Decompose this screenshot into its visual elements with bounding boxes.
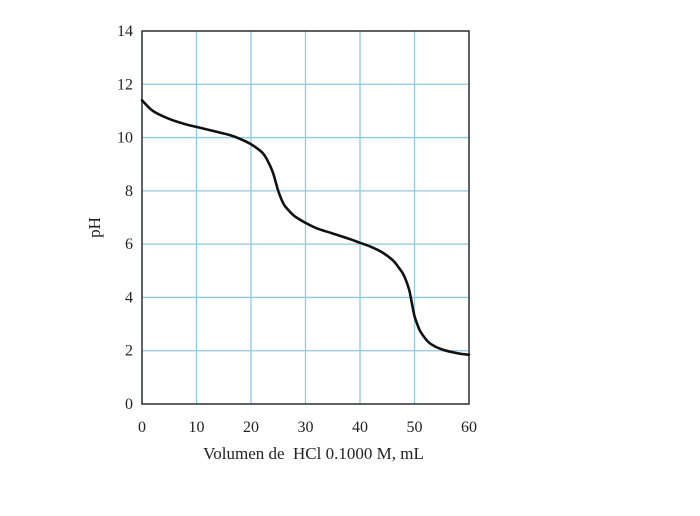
x-tick-label: 50 bbox=[407, 419, 423, 436]
x-axis-label: Volumen de HCl 0.1000 M, mL bbox=[203, 444, 424, 463]
y-tick-label: 8 bbox=[125, 183, 133, 200]
x-tick-label: 60 bbox=[461, 419, 477, 436]
plot-frame bbox=[141, 30, 470, 405]
x-tick-label: 30 bbox=[298, 419, 314, 436]
x-tick-label: 0 bbox=[138, 419, 146, 436]
y-tick-label: 6 bbox=[125, 236, 133, 253]
y-tick-label: 14 bbox=[117, 23, 133, 40]
y-ticks: 0 2 4 6 8 10 12 14 bbox=[117, 23, 133, 413]
y-tick-label: 4 bbox=[125, 289, 133, 306]
x-ticks: 0 10 20 30 40 50 60 bbox=[138, 419, 477, 436]
y-tick-label: 10 bbox=[117, 130, 133, 147]
titration-curve bbox=[140, 98, 471, 357]
x-tick-label: 40 bbox=[352, 419, 368, 436]
y-axis-label: pH bbox=[85, 217, 104, 238]
grid bbox=[141, 30, 470, 405]
y-tick-label: 12 bbox=[117, 76, 133, 93]
y-tick-label: 2 bbox=[125, 343, 133, 360]
x-tick-label: 10 bbox=[189, 419, 205, 436]
x-tick-label: 20 bbox=[243, 419, 259, 436]
y-tick-label: 0 bbox=[125, 396, 133, 413]
